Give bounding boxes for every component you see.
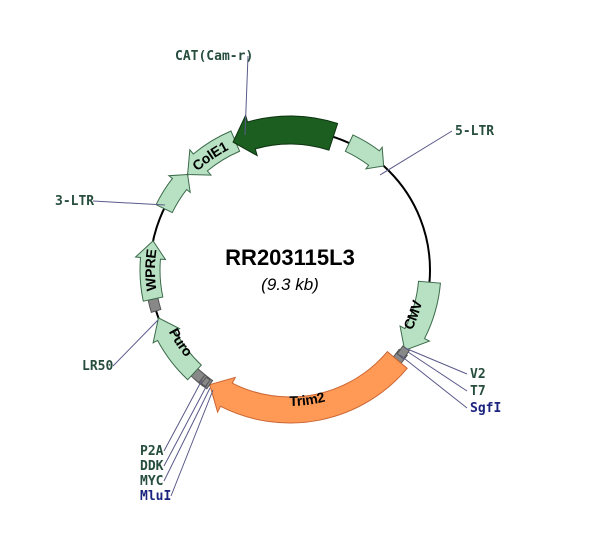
leader-MYC	[164, 388, 210, 481]
feature-label-SgfI: SgfI	[470, 401, 501, 416]
leader-SgfI	[400, 355, 467, 408]
feature-CAT	[233, 115, 338, 155]
feature-label-3-LTR: 3-LTR	[55, 194, 94, 209]
feature-label-CAT: CAT(Cam-r)	[175, 49, 253, 64]
leader-3-LTR	[93, 201, 165, 205]
feature-Trim2	[210, 352, 408, 423]
plasmid-size: (9.3 kb)	[261, 275, 319, 294]
leader-MluI	[171, 390, 213, 496]
feature-5-LTR	[345, 135, 383, 169]
feature-label-V2: V2	[470, 367, 486, 382]
plasmid-name: RR203115L3	[225, 245, 355, 270]
feature-label-DDK: DDK	[140, 459, 164, 474]
leader-5-LTR	[380, 131, 452, 175]
feature-label-LR50: LR50	[82, 359, 113, 374]
feature-3-LTR	[156, 175, 190, 213]
feature-label-T7: T7	[470, 384, 486, 399]
feature-label-MluI: MluI	[140, 489, 171, 504]
leader-LR50	[113, 320, 158, 366]
leader-DDK	[164, 385, 207, 466]
feature-label-MYC: MYC	[140, 474, 163, 489]
feature-label-P2A: P2A	[140, 444, 164, 459]
feature-label-WPRE: WPRE	[142, 248, 160, 292]
feature-label-5-LTR: 5-LTR	[455, 124, 494, 139]
